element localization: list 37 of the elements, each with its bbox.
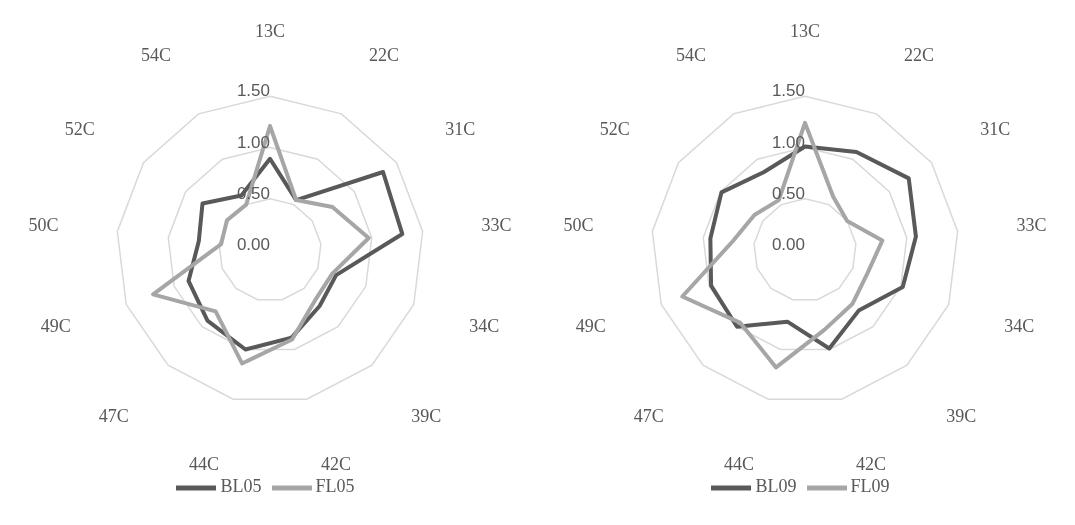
spoke-label: 54C — [141, 45, 172, 66]
spoke-label: 34C — [469, 315, 500, 336]
spoke-label: 50C — [28, 214, 59, 235]
spoke-label: 54C — [676, 45, 707, 66]
spoke-label: 49C — [40, 315, 71, 336]
y-tick-label: 1.50 — [236, 81, 270, 101]
spoke-label: 34C — [1004, 315, 1035, 336]
legend-label: FL09 — [850, 476, 890, 497]
spoke-label: 33C — [481, 214, 512, 235]
y-tick-label: 0.00 — [236, 235, 270, 254]
y-tick-label: 0.50 — [771, 183, 805, 203]
spoke-label: 44C — [189, 453, 220, 474]
spoke-label: 22C — [368, 45, 399, 66]
spoke-label: 52C — [599, 119, 630, 140]
legend-label: BL05 — [220, 476, 262, 497]
spoke-label: 52C — [64, 119, 95, 140]
spoke-label: 47C — [633, 406, 664, 427]
spoke-label: 33C — [1016, 214, 1047, 235]
y-tick-label: 1.50 — [771, 81, 805, 101]
spoke-label: 22C — [903, 45, 934, 66]
spoke-label: 44C — [724, 453, 755, 474]
spoke-label: 42C — [855, 453, 886, 474]
y-tick-label: 0.00 — [771, 235, 805, 254]
spoke-label: 31C — [980, 119, 1011, 140]
spoke-label: 39C — [411, 406, 442, 427]
legend-label: BL09 — [755, 476, 797, 497]
spoke-label: 39C — [946, 406, 977, 427]
y-tick-label: 1.00 — [771, 132, 805, 152]
spoke-label: 13C — [254, 21, 286, 41]
y-tick-label: 1.00 — [236, 132, 270, 152]
spoke-label: 49C — [575, 315, 606, 336]
spoke-label: 50C — [563, 214, 594, 235]
spoke-label: 47C — [98, 406, 129, 427]
spoke-label: 13C — [789, 21, 821, 41]
legend-label: FL05 — [315, 476, 355, 497]
spoke-label: 31C — [445, 119, 476, 140]
spoke-label: 42C — [320, 453, 351, 474]
